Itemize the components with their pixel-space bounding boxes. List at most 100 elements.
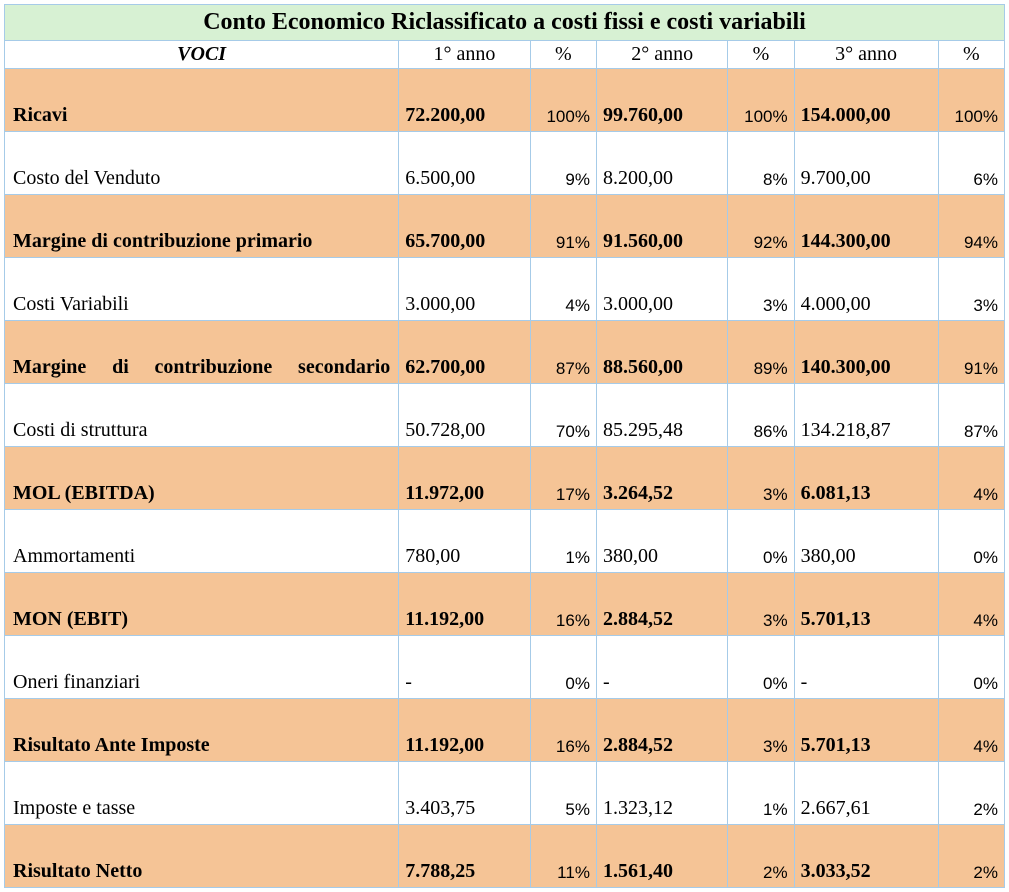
row-year3-pct: 0% (938, 510, 1004, 573)
row-year1-value: 72.200,00 (399, 69, 530, 132)
row-label: Imposte e tasse (5, 762, 399, 825)
row-year1-value: 7.788,25 (399, 825, 530, 888)
row-year3-pct: 4% (938, 447, 1004, 510)
row-year2-value: 1.561,40 (596, 825, 727, 888)
row-year2-value: 8.200,00 (596, 132, 727, 195)
row-year2-pct: 8% (728, 132, 794, 195)
row-year3-value: 380,00 (794, 510, 938, 573)
table-row: Ricavi72.200,00100%99.760,00100%154.000,… (5, 69, 1005, 132)
row-label: Oneri finanziari (5, 636, 399, 699)
row-year3-pct: 2% (938, 825, 1004, 888)
row-year2-value: 91.560,00 (596, 195, 727, 258)
row-year3-pct: 87% (938, 384, 1004, 447)
table-row: Costo del Venduto6.500,009%8.200,008%9.7… (5, 132, 1005, 195)
row-year3-pct: 91% (938, 321, 1004, 384)
col-header-pct1: % (530, 41, 596, 69)
row-year3-value: 4.000,00 (794, 258, 938, 321)
income-statement-table: Conto Economico Riclassificato a costi f… (4, 4, 1005, 888)
row-year3-pct: 4% (938, 699, 1004, 762)
row-year1-pct: 70% (530, 384, 596, 447)
table-row: Margine di contribuzione primario65.700,… (5, 195, 1005, 258)
col-header-year1: 1° anno (399, 41, 530, 69)
row-year3-pct: 94% (938, 195, 1004, 258)
row-year3-value: 6.081,13 (794, 447, 938, 510)
table-row: Risultato Ante Imposte11.192,0016%2.884,… (5, 699, 1005, 762)
row-year2-value: 85.295,48 (596, 384, 727, 447)
table-row: Margine di contribuzione secondario62.70… (5, 321, 1005, 384)
row-year1-pct: 91% (530, 195, 596, 258)
row-year3-value: 3.033,52 (794, 825, 938, 888)
row-year2-value: 3.264,52 (596, 447, 727, 510)
row-year2-pct: 86% (728, 384, 794, 447)
row-year2-value: 3.000,00 (596, 258, 727, 321)
row-year2-pct: 89% (728, 321, 794, 384)
row-year1-value: 11.192,00 (399, 699, 530, 762)
row-label: MON (EBIT) (5, 573, 399, 636)
row-year2-pct: 92% (728, 195, 794, 258)
row-year1-value: 65.700,00 (399, 195, 530, 258)
title-row: Conto Economico Riclassificato a costi f… (5, 5, 1005, 41)
row-year2-value: 380,00 (596, 510, 727, 573)
row-year2-value: 1.323,12 (596, 762, 727, 825)
row-year3-pct: 0% (938, 636, 1004, 699)
row-year2-value: 99.760,00 (596, 69, 727, 132)
row-year1-pct: 16% (530, 699, 596, 762)
row-year3-value: - (794, 636, 938, 699)
row-year1-pct: 17% (530, 447, 596, 510)
col-header-year3: 3° anno (794, 41, 938, 69)
table-row: Ammortamenti780,001%380,000%380,000% (5, 510, 1005, 573)
row-year3-pct: 6% (938, 132, 1004, 195)
row-year2-pct: 1% (728, 762, 794, 825)
row-year1-pct: 1% (530, 510, 596, 573)
row-year3-value: 154.000,00 (794, 69, 938, 132)
row-label: MOL (EBITDA) (5, 447, 399, 510)
row-year2-pct: 3% (728, 258, 794, 321)
row-year2-value: 2.884,52 (596, 699, 727, 762)
row-year2-pct: 3% (728, 573, 794, 636)
table-row: Risultato Netto7.788,2511%1.561,402%3.03… (5, 825, 1005, 888)
header-row: VOCI 1° anno % 2° anno % 3° anno % (5, 41, 1005, 69)
row-year2-pct: 2% (728, 825, 794, 888)
row-year2-pct: 100% (728, 69, 794, 132)
row-year3-pct: 3% (938, 258, 1004, 321)
row-label: Margine di contribuzione primario (5, 195, 399, 258)
row-year1-pct: 87% (530, 321, 596, 384)
row-year3-value: 9.700,00 (794, 132, 938, 195)
row-year1-value: 11.972,00 (399, 447, 530, 510)
row-year1-value: - (399, 636, 530, 699)
row-year3-pct: 2% (938, 762, 1004, 825)
row-label: Risultato Ante Imposte (5, 699, 399, 762)
row-year2-value: 2.884,52 (596, 573, 727, 636)
table-row: MON (EBIT)11.192,0016%2.884,523%5.701,13… (5, 573, 1005, 636)
row-year3-pct: 100% (938, 69, 1004, 132)
row-year1-pct: 16% (530, 573, 596, 636)
col-header-pct3: % (938, 41, 1004, 69)
col-header-year2: 2° anno (596, 41, 727, 69)
row-year1-pct: 5% (530, 762, 596, 825)
row-year3-value: 5.701,13 (794, 699, 938, 762)
row-year1-pct: 0% (530, 636, 596, 699)
row-label: Costi Variabili (5, 258, 399, 321)
row-year2-pct: 0% (728, 510, 794, 573)
row-year3-value: 5.701,13 (794, 573, 938, 636)
row-year2-pct: 0% (728, 636, 794, 699)
row-year1-pct: 4% (530, 258, 596, 321)
row-year1-value: 11.192,00 (399, 573, 530, 636)
row-year1-value: 3.403,75 (399, 762, 530, 825)
row-label: Costi di struttura (5, 384, 399, 447)
table-row: Costi di struttura50.728,0070%85.295,488… (5, 384, 1005, 447)
row-year1-pct: 100% (530, 69, 596, 132)
row-year1-pct: 9% (530, 132, 596, 195)
row-label: Margine di contribuzione secondario (5, 321, 399, 384)
table-row: Imposte e tasse3.403,755%1.323,121%2.667… (5, 762, 1005, 825)
row-year2-value: - (596, 636, 727, 699)
row-year3-value: 134.218,87 (794, 384, 938, 447)
row-year1-value: 780,00 (399, 510, 530, 573)
row-year1-value: 62.700,00 (399, 321, 530, 384)
row-year3-pct: 4% (938, 573, 1004, 636)
row-year1-value: 6.500,00 (399, 132, 530, 195)
row-year2-pct: 3% (728, 699, 794, 762)
row-year1-pct: 11% (530, 825, 596, 888)
col-header-voci: VOCI (5, 41, 399, 69)
row-year3-value: 144.300,00 (794, 195, 938, 258)
